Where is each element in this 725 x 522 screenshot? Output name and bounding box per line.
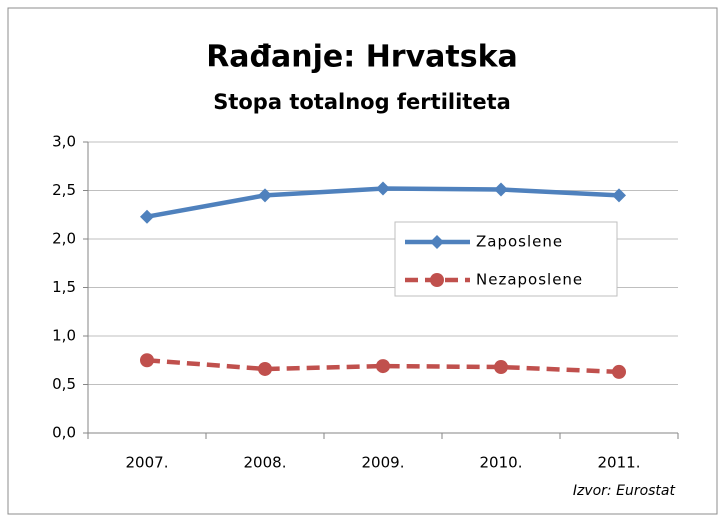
legend-marker bbox=[430, 235, 444, 249]
chart-title: Rađanje: Hrvatska bbox=[206, 40, 518, 75]
source-note: Izvor: Eurostat bbox=[573, 483, 676, 499]
point bbox=[494, 182, 508, 197]
legend-marker bbox=[430, 273, 444, 287]
point bbox=[140, 209, 154, 224]
point bbox=[376, 359, 390, 374]
point bbox=[140, 353, 154, 368]
x-tick-label: 2010. bbox=[480, 454, 523, 472]
legend-label: Zaposlene bbox=[476, 233, 563, 251]
y-tick-label: 2,0 bbox=[52, 230, 76, 248]
point bbox=[494, 360, 508, 375]
x-tick-label: 2008. bbox=[244, 454, 287, 472]
point bbox=[258, 188, 272, 203]
legend-label: Nezaposlene bbox=[476, 271, 583, 289]
x-tick-label: 2007. bbox=[126, 454, 169, 472]
chart-subtitle: Stopa totalnog fertiliteta bbox=[213, 90, 511, 114]
y-tick-label: 1,0 bbox=[52, 327, 76, 345]
y-tick-label: 0,0 bbox=[52, 424, 76, 442]
point bbox=[612, 364, 626, 379]
x-tick-label: 2009. bbox=[362, 454, 405, 472]
x-tick-label: 2011. bbox=[598, 454, 641, 472]
y-tick-label: 0,5 bbox=[52, 375, 76, 393]
y-tick-label: 1,5 bbox=[52, 278, 76, 296]
point bbox=[258, 361, 272, 376]
y-tick-label: 3,0 bbox=[52, 133, 76, 151]
point bbox=[612, 188, 626, 203]
y-tick-label: 2,5 bbox=[52, 181, 76, 199]
point bbox=[376, 181, 390, 196]
